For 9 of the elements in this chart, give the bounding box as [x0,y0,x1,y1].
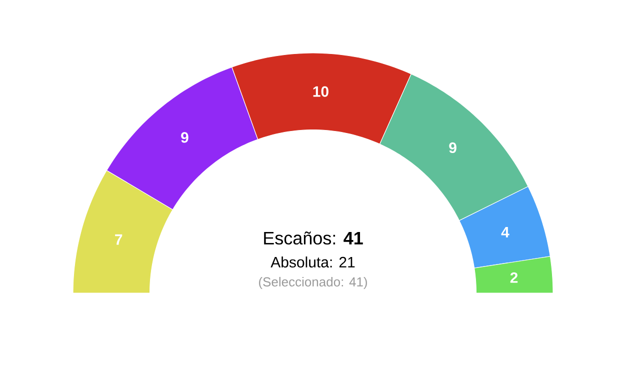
data-label: 7 [115,234,122,245]
data-label: 2 [510,272,518,283]
data-label: 10 [313,86,328,97]
text: (Seleccionado: 41) [259,276,367,290]
text: Escaños: 41 [264,231,363,245]
text: Absoluta: 21 [270,256,355,268]
data-label: 9 [181,132,188,143]
data-label: 4 [501,227,510,238]
data-label: 9 [449,142,456,154]
